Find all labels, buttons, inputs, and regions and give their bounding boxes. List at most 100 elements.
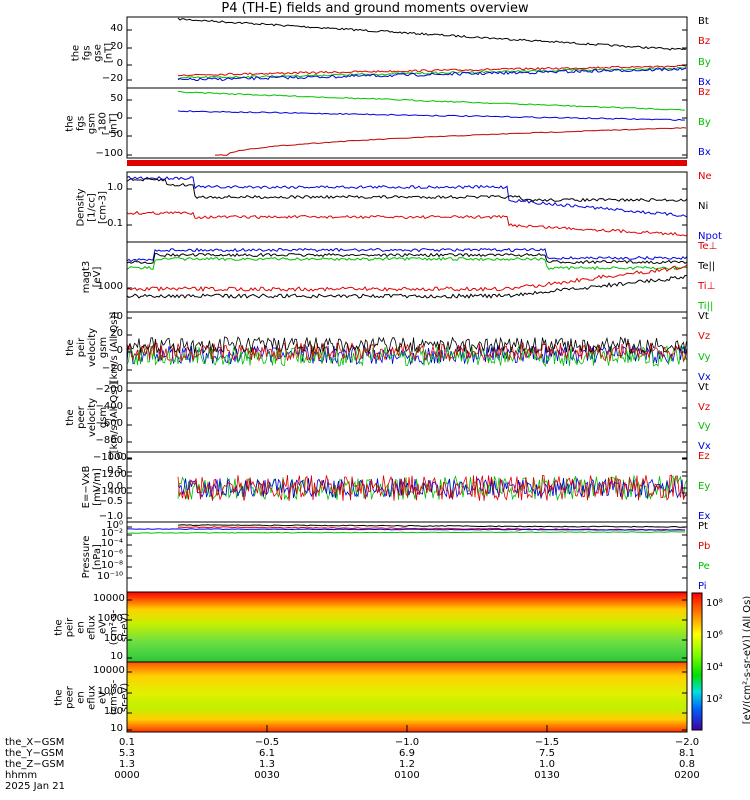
series-ni <box>126 177 688 202</box>
xrow-1-3: 7.5 <box>539 748 555 759</box>
xrow-2-3: 1.0 <box>539 759 555 770</box>
legend-p1-2: By <box>698 56 711 68</box>
series-ne <box>126 210 688 237</box>
xrow-1-1: 6.1 <box>259 748 275 759</box>
ytick-p2-3: −100 <box>95 148 123 159</box>
xrow-3-0: 0000 <box>114 770 140 781</box>
xrow-0-3: −1.5 <box>534 737 560 748</box>
ytick-p7-2: −600 <box>95 418 123 429</box>
xrow-0-2: −1.0 <box>394 737 420 748</box>
ytick-p7-0: −200 <box>95 384 123 395</box>
series-tipar <box>126 256 688 271</box>
legend-p5-3: Ti|| <box>698 301 714 312</box>
ytick-p1-0: 40 <box>110 23 123 34</box>
ytick-p6-2: 0 <box>116 345 123 356</box>
ytick-p9-0: 10⁰ <box>106 520 123 531</box>
ytick-p10-0: 10000 <box>93 593 125 604</box>
ytick-p9-4: 10⁻⁸ <box>100 560 123 571</box>
xrow-3-4: 0200 <box>674 770 700 781</box>
ytick-p11-2: 100 <box>103 706 123 717</box>
ytick-p9-1: 10⁻² <box>100 528 123 539</box>
legend-p4-1: Ni <box>698 201 709 212</box>
ytick-p7-6: −1400 <box>93 486 127 497</box>
xrow-label-3: hhmm <box>5 770 38 781</box>
legend-p7-0: Vt <box>698 382 709 393</box>
series-teperp <box>126 252 688 265</box>
xrow-2-2: 1.2 <box>399 759 415 770</box>
legend-p8-0: Ez <box>698 451 710 462</box>
legend-p6-3: Vx <box>698 372 711 383</box>
series-by <box>177 66 687 80</box>
colorbar-tick-3: 10² <box>706 694 723 705</box>
ytick-p2-2: −50 <box>101 129 123 140</box>
colorbar-tick-1: 10⁶ <box>706 630 723 641</box>
legend-p2-1: By <box>698 117 711 128</box>
series-tiperp <box>126 264 688 292</box>
ytick-p6-1: 20 <box>110 328 123 339</box>
series-bz-gsm <box>177 90 685 111</box>
ytick-p2-0: 50 <box>110 93 123 104</box>
frame-p4 <box>126 171 688 243</box>
legend-p4-0: Ne <box>698 171 712 182</box>
legend-p9-2: Pe <box>698 561 710 572</box>
ytick-p11-1: 1000 <box>97 686 123 697</box>
ytick-p10-2: 100 <box>103 633 123 644</box>
legend-p7-1: Vz <box>698 401 711 413</box>
legend-p8-2: Ex <box>698 511 711 522</box>
ytick-p5-0: 1000 <box>97 281 123 292</box>
xrow-3-1: 0030 <box>254 770 280 781</box>
xrow-1-0: 5.3 <box>119 748 135 759</box>
legend-p7-3: Vx <box>698 441 711 452</box>
ytick-p6-3: −20 <box>101 363 123 374</box>
legend-p9-1: Pb <box>698 541 711 552</box>
ytick-p7-4: −1000 <box>93 452 127 463</box>
series-bt <box>177 17 687 51</box>
legend-p6-2: Vy <box>698 351 711 363</box>
legend-p4-2: Npot <box>698 231 722 242</box>
velocity-ion-1 <box>126 345 687 367</box>
xrow-2-1: 1.3 <box>259 759 275 770</box>
ytick-p6-0: 40 <box>110 311 123 322</box>
legend-p1-0: Bt <box>698 16 709 27</box>
xrow-label-0: the_X−GSM <box>5 737 65 748</box>
ytick-p8-1: 0.5 <box>107 465 123 476</box>
ytick-p11-3: 10 <box>110 723 123 734</box>
series-npot <box>126 175 688 218</box>
xrow-1-2: 6.9 <box>399 748 415 759</box>
series-bx <box>177 66 687 82</box>
legend-p7-2: Vy <box>698 421 711 433</box>
legend-p5-0: Te⊥ <box>698 241 718 252</box>
ylabel-p5: magt3 [eV] <box>81 260 103 294</box>
frame-p2 <box>126 87 688 159</box>
ytick-p4-0: 1.0 <box>107 182 123 193</box>
ytick-p7-3: −800 <box>95 435 123 446</box>
colorbar-label: [eV/(cm²-s-sr-eV)] (All Qs) <box>742 595 750 725</box>
legend-p6-0: Vt <box>698 311 709 322</box>
ytick-p1-1: 20 <box>110 41 123 52</box>
xrow-0-4: −2.0 <box>674 737 700 748</box>
legend-p5-1: Te|| <box>698 261 716 272</box>
xrow-0-1: −0.5 <box>254 737 280 748</box>
legend-p5-2: Ti⊥ <box>698 281 716 292</box>
ytick-p1-2: 0 <box>116 58 123 69</box>
legend-p9-0: Pt <box>698 521 708 532</box>
ytick-p7-1: −400 <box>95 401 123 412</box>
efield-2 <box>177 474 687 501</box>
colorbar-tick-0: 10⁸ <box>706 598 723 609</box>
ylabel-p4: Density [1/cc] [cm-3] <box>75 187 109 227</box>
xrow-0-0: 0.1 <box>119 737 135 748</box>
spectrogram-electron <box>127 662 687 732</box>
ytick-p7-5: −1200 <box>93 469 127 480</box>
legend-p1-3: Bx <box>698 77 711 88</box>
xrow-3-3: 0130 <box>534 770 560 781</box>
series-pi <box>127 528 686 531</box>
xrow-2-0: 1.3 <box>119 759 135 770</box>
ytick-p9-2: 10⁻⁴ <box>100 538 123 549</box>
ytick-p9-3: 10⁻⁶ <box>100 549 123 560</box>
series-pe <box>127 531 685 534</box>
frame-p6 <box>126 311 688 384</box>
ytick-p8-0: 1.0 <box>107 451 123 462</box>
legend-p1-1: Bz <box>698 36 711 48</box>
colorbar-tick-2: 10⁴ <box>706 662 723 673</box>
